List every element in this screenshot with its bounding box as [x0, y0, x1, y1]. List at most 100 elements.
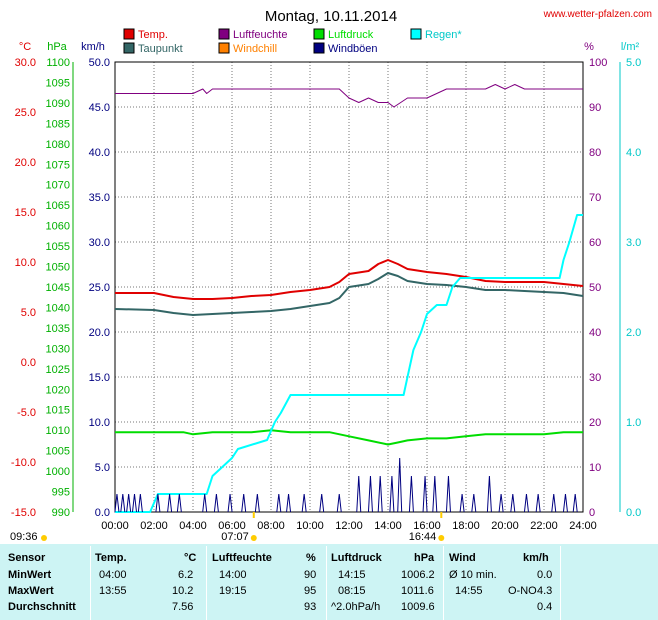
hpa-tick-label: 1080	[46, 139, 70, 151]
header-temp-unit: °C	[184, 552, 197, 564]
row-avg-hum-val: 93	[304, 601, 317, 613]
row-min-press-time: 14:15	[338, 569, 366, 581]
humidity-tick-label: 40	[589, 327, 601, 339]
humidity-tick-label: 20	[589, 417, 601, 429]
header-sensor: Sensor	[8, 552, 46, 564]
humidity-tick-label: 10	[589, 462, 601, 474]
wind-tick-label: 10.0	[89, 417, 110, 429]
header-humidity-unit: %	[306, 552, 316, 564]
gust-spike	[120, 493, 126, 513]
hpa-tick-label: 1035	[46, 323, 70, 335]
temp-tick-label: 25.0	[15, 107, 36, 119]
header-humidity: Luftfeuchte	[212, 552, 272, 564]
legend-label: Regen*	[425, 29, 462, 41]
wind-tick-label: 35.0	[89, 192, 110, 204]
divider-5	[560, 546, 561, 620]
wind-tick-label: 40.0	[89, 147, 110, 159]
legend-label: Temp.	[138, 29, 168, 41]
row-max-label: MaxWert	[8, 585, 54, 597]
gust-spike	[227, 493, 233, 513]
legend-swatch	[313, 28, 325, 40]
rain-tick-label: 4.0	[626, 147, 641, 159]
gust-spike	[336, 493, 342, 513]
row-min-hum-time: 14:00	[219, 569, 247, 581]
humidity-tick-label: 30	[589, 372, 601, 384]
gust-spike	[132, 493, 137, 513]
hpa-tick-label: 1005	[46, 446, 70, 458]
hpa-tick-label: 1000	[46, 466, 70, 478]
gust-spike	[377, 475, 383, 513]
header-temp: Temp.	[95, 552, 127, 564]
wind-unit-label: km/h	[81, 41, 105, 53]
header-wind-unit: km/h	[523, 552, 549, 564]
rain-tick-label: 2.0	[626, 327, 641, 339]
humidity-tick-label: 70	[589, 192, 601, 204]
daylength-time: 09:36	[10, 531, 38, 543]
hpa-tick-label: 1090	[46, 98, 70, 110]
gust-spike	[137, 493, 143, 513]
gust-spike	[486, 475, 492, 513]
sunset-icon	[438, 535, 445, 541]
gust-spike	[176, 493, 182, 513]
legend-label: Taupunkt	[138, 43, 183, 55]
row-avg-wind-val: 0.4	[537, 601, 553, 613]
statistics-table: Sensor Temp. °C Luftfeuchte % Luftdruck …	[0, 544, 658, 620]
time-tick-label: 22:00	[530, 520, 558, 532]
rain-tick-label: 5.0	[626, 57, 641, 69]
sunset-time: 16:44	[409, 531, 437, 543]
time-tick-label: 24:00	[569, 520, 597, 532]
temp-tick-label: 0.0	[21, 357, 36, 369]
gust-spike	[319, 493, 325, 513]
rain-tick-label: 0.0	[626, 507, 641, 519]
gust-spike	[367, 475, 373, 513]
series-line-luftfeuchte	[115, 84, 583, 108]
legend-label: Luftfeuchte	[233, 29, 287, 41]
hpa-tick-label: 1100	[46, 57, 70, 69]
legend-swatch	[218, 42, 230, 54]
series-line-regen	[115, 214, 583, 513]
chart-background	[0, 0, 658, 544]
gust-spike	[535, 493, 541, 513]
divider-1	[90, 546, 91, 620]
gust-spike	[126, 493, 132, 513]
hpa-tick-label: 1075	[46, 159, 70, 171]
humidity-tick-label: 90	[589, 102, 601, 114]
hpa-tick-label: 1045	[46, 282, 70, 294]
rain-tick-label: 1.0	[626, 417, 641, 429]
gust-spike	[445, 475, 451, 513]
site-url: www.wetter-pfalzen.com	[543, 9, 652, 20]
row-min-label: MinWert	[8, 569, 52, 581]
gust-spike	[167, 493, 173, 513]
time-tick-label: 06:00	[218, 520, 246, 532]
legend-swatch	[313, 42, 325, 54]
header-wind: Wind	[449, 552, 476, 564]
gust-spike	[301, 493, 307, 513]
time-tick-label: 20:00	[491, 520, 519, 532]
temp-tick-label: -10.0	[11, 457, 36, 469]
row-min-temp-val: 6.2	[178, 569, 194, 581]
time-tick-label: 02:00	[140, 520, 168, 532]
chart-title: Montag, 10.11.2014	[265, 8, 397, 25]
row-max-temp-val: 10.2	[172, 585, 194, 597]
legend-swatch	[410, 28, 422, 40]
hpa-tick-label: 1015	[46, 405, 70, 417]
wind-tick-label: 30.0	[89, 237, 110, 249]
header-pressure: Luftdruck	[331, 552, 382, 564]
sunrise-icon	[250, 535, 257, 541]
gust-spike	[422, 475, 428, 513]
hpa-tick-label: 1020	[46, 384, 70, 396]
row-min-wind-time: Ø 10 min.	[449, 569, 497, 581]
hpa-tick-label: 1085	[46, 118, 70, 130]
rain-tick-label: 3.0	[626, 237, 641, 249]
series-line-luftdruck	[115, 429, 583, 446]
legend-swatch	[123, 28, 135, 40]
row-avg-label: Durchschnitt	[8, 601, 76, 613]
temp-tick-label: 20.0	[15, 157, 36, 169]
gust-spike	[551, 493, 557, 513]
gust-spike	[523, 493, 529, 513]
series-layer	[114, 84, 584, 513]
humidity-tick-label: 100	[589, 57, 607, 69]
wind-tick-label: 45.0	[89, 102, 110, 114]
gust-spike	[213, 493, 219, 513]
row-max-hum-val: 95	[304, 585, 317, 597]
